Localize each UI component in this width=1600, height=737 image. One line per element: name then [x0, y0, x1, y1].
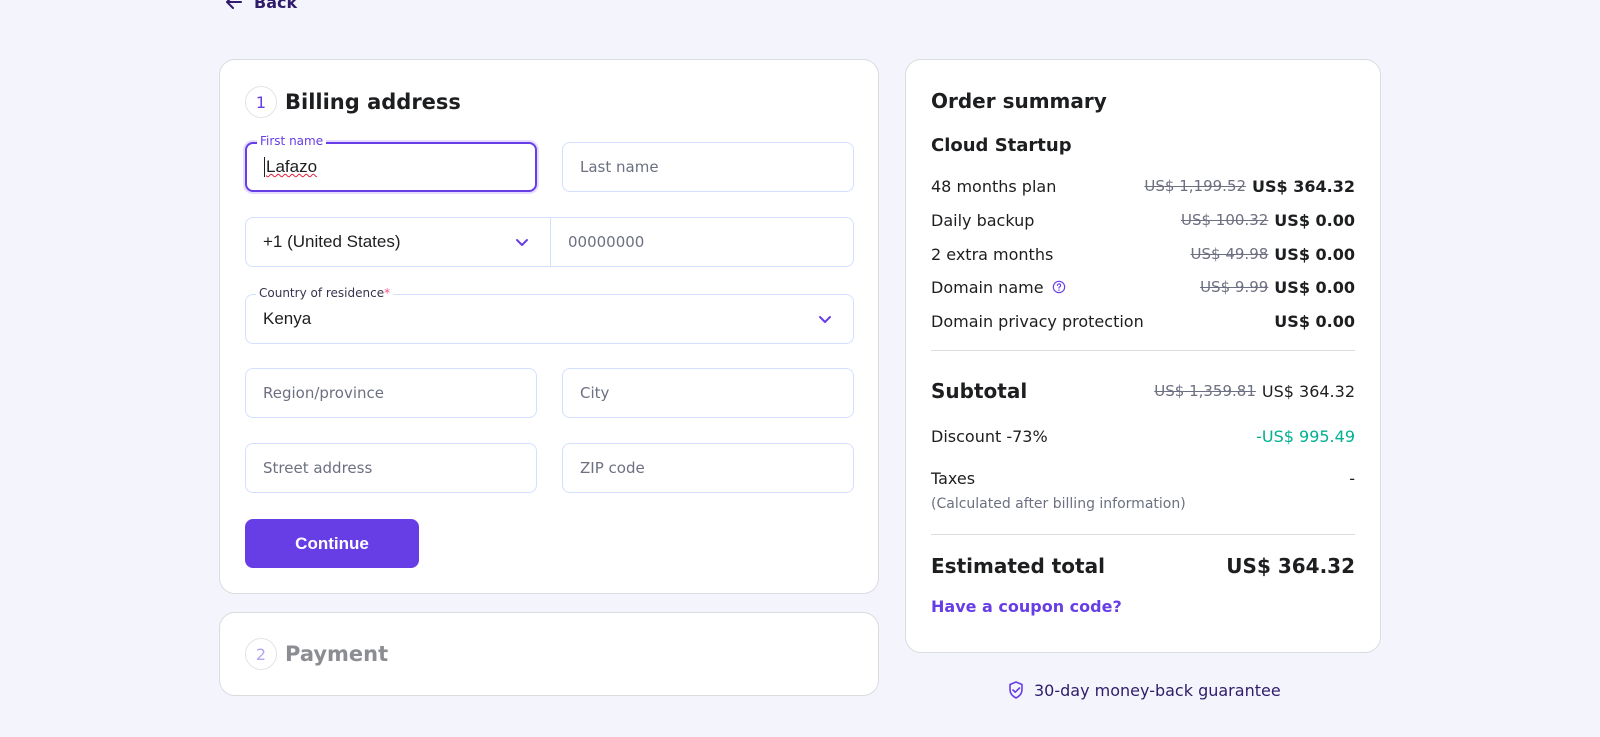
taxes-value: - [1349, 468, 1355, 488]
last-name-placeholder: Last name [580, 158, 659, 176]
order-summary-title: Order summary [931, 89, 1107, 113]
old-price: US$ 100.32 [1180, 211, 1269, 229]
plan-name: Cloud Startup [931, 135, 1072, 156]
total-row: Estimated total US$ 364.32 [931, 550, 1355, 582]
back-label: Back [254, 0, 298, 12]
step-number: 2 [245, 638, 277, 670]
payment-header: 2 Payment [245, 638, 388, 670]
coupon-link[interactable]: Have a coupon code? [931, 597, 1122, 616]
taxes-label: Taxes [931, 468, 976, 488]
divider [931, 534, 1355, 535]
chevron-down-icon [819, 316, 831, 323]
city-placeholder: City [580, 384, 610, 402]
question-circle-icon[interactable] [1052, 280, 1066, 294]
old-price: US$ 9.99 [1200, 278, 1269, 296]
shield-check-icon [1009, 681, 1023, 699]
summary-line-domain: Domain name US$ 9.99 US$ 0.00 [931, 275, 1355, 299]
discount-label: Discount -73% [931, 426, 1048, 446]
phone-code-select[interactable]: +1 (United States) [245, 217, 551, 267]
old-price: US$ 1,199.52 [1144, 177, 1247, 195]
line-label: Daily backup [931, 210, 1035, 230]
back-link[interactable]: Back [224, 0, 297, 12]
billing-title: Billing address [285, 90, 461, 114]
taxes-note: (Calculated after billing information) [931, 496, 1186, 512]
continue-button[interactable]: Continue [245, 519, 419, 568]
summary-line-backup: Daily backup US$ 100.32 US$ 0.00 [931, 208, 1355, 232]
street-address-field[interactable]: Street address [245, 443, 537, 493]
summary-line-privacy: Domain privacy protection US$ 0.00 [931, 309, 1355, 333]
discount-row: Discount -73% -US$ 995.49 [931, 424, 1355, 448]
guarantee-text: 30-day money-back guarantee [1034, 680, 1281, 700]
street-placeholder: Street address [263, 459, 373, 477]
last-name-field[interactable]: Last name [562, 142, 854, 192]
zip-placeholder: ZIP code [580, 459, 645, 477]
first-name-value: Lafazo [266, 157, 318, 176]
discount-value: -US$ 995.49 [1256, 426, 1355, 446]
subtotal-label: Subtotal [931, 379, 1028, 403]
first-name-field[interactable]: First name Lafazo [245, 134, 537, 192]
region-placeholder: Region/province [263, 384, 384, 402]
price: US$ 364.32 [1252, 176, 1355, 196]
money-back-guarantee: 30-day money-back guarantee [1006, 680, 1281, 700]
subtotal-row: Subtotal US$ 1,359.81 US$ 364.32 [931, 376, 1355, 406]
price: US$ 0.00 [1274, 277, 1355, 297]
taxes-row: Taxes - [931, 466, 1355, 490]
billing-address-card: 1 Billing address First name Lafazo Last… [219, 59, 879, 594]
line-label: 2 extra months [931, 244, 1054, 264]
line-label: Domain privacy protection [931, 311, 1144, 331]
region-field[interactable]: Region/province [245, 368, 537, 418]
country-label: Country of residence* [256, 286, 394, 300]
phone-placeholder: 00000000 [568, 233, 645, 251]
payment-card[interactable]: 2 Payment [219, 612, 879, 696]
phone-code-value: +1 (United States) [263, 232, 401, 251]
line-label: Domain name [931, 277, 1044, 297]
billing-header: 1 Billing address [245, 86, 461, 118]
order-summary-card: Order summary Cloud Startup 48 months pl… [905, 59, 1381, 653]
arrow-left-icon [226, 0, 242, 9]
country-value: Kenya [263, 309, 312, 328]
first-name-label: First name [257, 134, 327, 148]
summary-line-plan: 48 months plan US$ 1,199.52 US$ 364.32 [931, 174, 1355, 198]
subtotal-price: US$ 364.32 [1261, 381, 1355, 401]
divider [931, 350, 1355, 351]
step-number: 1 [245, 86, 277, 118]
phone-number-field[interactable]: 00000000 [550, 217, 854, 267]
price: US$ 0.00 [1274, 210, 1355, 230]
total-value: US$ 364.32 [1226, 554, 1355, 578]
payment-title: Payment [285, 642, 389, 666]
text-cursor [264, 157, 265, 177]
old-price: US$ 49.98 [1190, 245, 1269, 263]
zip-code-field[interactable]: ZIP code [562, 443, 854, 493]
city-field[interactable]: City [562, 368, 854, 418]
line-label: 48 months plan [931, 176, 1057, 196]
summary-line-extra-months: 2 extra months US$ 49.98 US$ 0.00 [931, 242, 1355, 266]
chevron-down-icon [516, 239, 528, 246]
total-label: Estimated total [931, 554, 1105, 578]
country-select[interactable]: Country of residence* Kenya [245, 286, 854, 344]
old-price: US$ 1,359.81 [1154, 382, 1256, 400]
price: US$ 0.00 [1274, 244, 1355, 264]
price: US$ 0.00 [1274, 311, 1355, 331]
